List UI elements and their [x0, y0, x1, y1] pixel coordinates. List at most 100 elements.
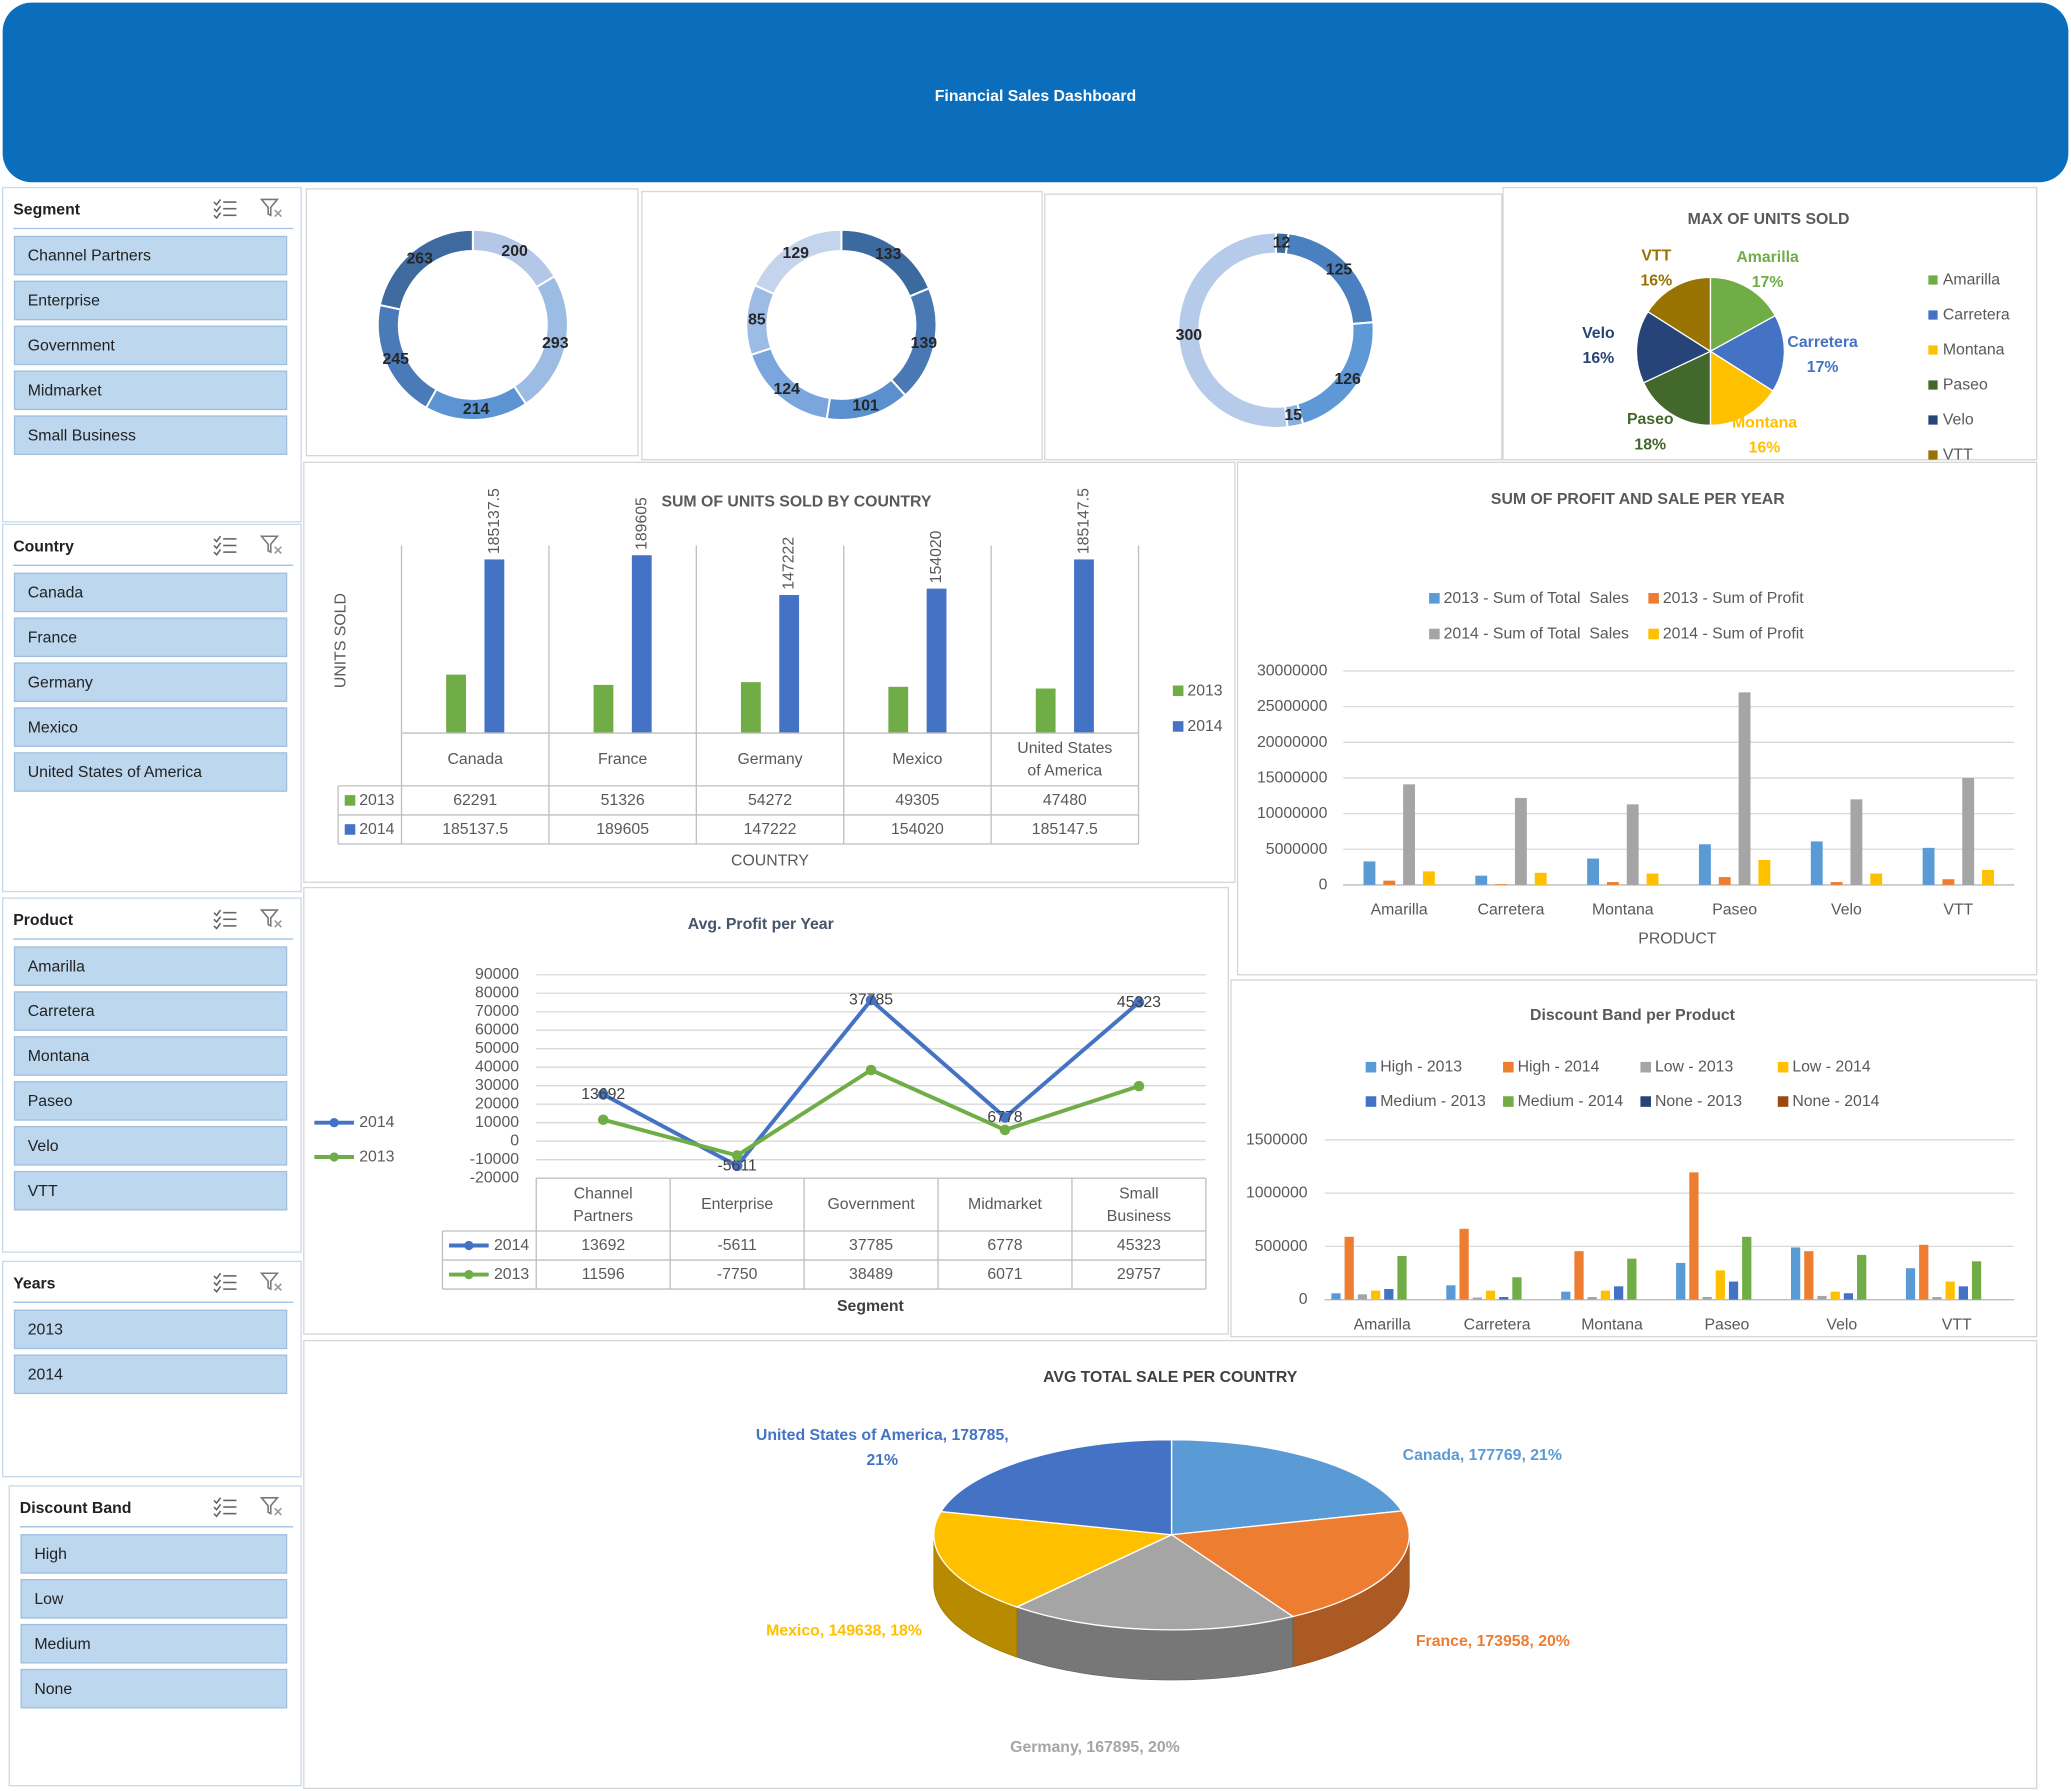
bar: [926, 588, 947, 734]
data-label: 214: [463, 401, 490, 418]
slicer-item[interactable]: [13, 752, 288, 792]
legend-marker: [1172, 721, 1184, 732]
multiselect-icon: [213, 548, 222, 556]
data-label: 125: [1326, 262, 1353, 279]
slicer-item[interactable]: [13, 617, 288, 658]
slicer-item[interactable]: [13, 370, 288, 411]
x-tick-label: Amarilla: [1354, 1316, 1411, 1333]
slicer-title: Product: [13, 912, 74, 929]
x-tick-label: Government: [828, 1196, 916, 1213]
slicer-item-label: Mexico: [28, 719, 78, 736]
legend-label: Paseo: [1943, 377, 1988, 394]
bar: [593, 684, 614, 734]
data-label: 139: [911, 335, 938, 352]
slicer-item[interactable]: [13, 991, 288, 1031]
data-label: 263: [406, 251, 433, 268]
bar: [1790, 1247, 1801, 1300]
slicer-item[interactable]: [13, 325, 288, 366]
bar: [1742, 1236, 1752, 1300]
bar: [1698, 844, 1711, 885]
bar: [1982, 869, 1994, 885]
slicer-item[interactable]: [20, 1579, 288, 1619]
bar: [1758, 859, 1771, 885]
legend-label: None - 2014: [1792, 1093, 1879, 1110]
slicer-item[interactable]: [13, 235, 288, 276]
bar: [1561, 1291, 1571, 1300]
bar: [888, 686, 909, 734]
clear-filter-icon[interactable]: [259, 1496, 280, 1515]
data-label: 133: [875, 246, 902, 263]
slicer-item[interactable]: [13, 1354, 288, 1395]
x-tick-label: VTT: [1943, 902, 1973, 919]
bar: [1344, 1236, 1354, 1300]
slicer-item[interactable]: [13, 415, 288, 456]
slicer-title: Segment: [13, 202, 81, 219]
x-tick-label: Paseo: [1712, 902, 1757, 919]
dashboard-title: Financial Sales Dashboard: [935, 88, 1136, 105]
data-label: 126: [1334, 371, 1361, 388]
legend-marker: [1648, 628, 1659, 640]
data-label-name: Montana: [1732, 414, 1797, 431]
pie-slice: [1709, 314, 1786, 392]
pie-slice: [1642, 350, 1712, 426]
bar: [1614, 1286, 1624, 1300]
bar: [1422, 871, 1435, 885]
data-label: 189605: [633, 497, 650, 550]
slicer-item-label: 2014: [28, 1366, 63, 1383]
legend-label: 2014: [1187, 718, 1222, 735]
legend-marker: [1777, 1096, 1789, 1107]
slicer-item[interactable]: [20, 1534, 288, 1574]
clear-filter-icon[interactable]: [259, 535, 280, 554]
legend-label: Low - 2013: [1655, 1059, 1734, 1076]
data-label: 200: [501, 243, 528, 260]
header-bar: [2, 2, 2069, 183]
x-axis-label: Segment: [837, 1298, 905, 1315]
table-cell: -7750: [717, 1266, 758, 1283]
bar: [1383, 880, 1396, 885]
multiselect-icon: [213, 916, 222, 924]
multiselect-icon: [213, 212, 222, 220]
bar: [1495, 884, 1508, 885]
legend-marker: [1928, 450, 1938, 460]
y-tick-label: 25000000: [1257, 698, 1328, 715]
y-tick-label: -20000: [470, 1170, 519, 1187]
slicer-item[interactable]: [13, 1036, 288, 1076]
bar: [1738, 692, 1751, 885]
slicer-item-label: High: [34, 1546, 67, 1563]
table-cell: 189605: [596, 821, 649, 838]
clear-filter-icon[interactable]: [259, 198, 280, 217]
data-label: 17%: [1807, 359, 1839, 376]
table-series-name: 2013: [359, 792, 394, 809]
slicer-item[interactable]: [13, 280, 288, 321]
chart-title: Discount Band per Product: [1530, 1007, 1736, 1024]
line-marker: [597, 1089, 609, 1100]
table-cell: 45323: [1117, 1237, 1161, 1254]
slicer-item[interactable]: [13, 707, 288, 747]
pie-slice: [1709, 350, 1774, 426]
slicer-item[interactable]: [13, 1309, 288, 1350]
panel: [303, 461, 1236, 883]
table-cell: 29757: [1117, 1266, 1161, 1283]
clear-filter-icon[interactable]: [259, 1272, 280, 1291]
x-tick-label: Enterprise: [701, 1196, 773, 1213]
data-label: Canada, 177769, 21%: [1403, 1447, 1562, 1464]
slicer-item[interactable]: [20, 1623, 288, 1664]
x-tick-label: France: [598, 751, 647, 768]
slicer-item-label: Channel Partners: [28, 248, 151, 265]
y-tick-label: 70000: [475, 1003, 519, 1020]
slicer-item[interactable]: [13, 1125, 288, 1166]
slicer-item[interactable]: [13, 946, 288, 986]
slicer-item[interactable]: [13, 1170, 288, 1211]
data-label-name: Velo: [1582, 325, 1615, 342]
slicer-item[interactable]: [13, 1081, 288, 1121]
legend-marker: [1928, 345, 1938, 355]
clear-filter-icon[interactable]: [259, 909, 280, 928]
line-marker: [865, 994, 877, 1006]
multiselect-icon: [213, 1503, 222, 1511]
slicer-item[interactable]: [20, 1668, 288, 1709]
slicer-item[interactable]: [13, 662, 288, 703]
chart-title: Avg. Profit per Year: [688, 916, 834, 933]
bar: [1702, 1296, 1712, 1300]
slicer-item[interactable]: [13, 572, 288, 613]
multiselect-icon: [213, 1272, 222, 1280]
